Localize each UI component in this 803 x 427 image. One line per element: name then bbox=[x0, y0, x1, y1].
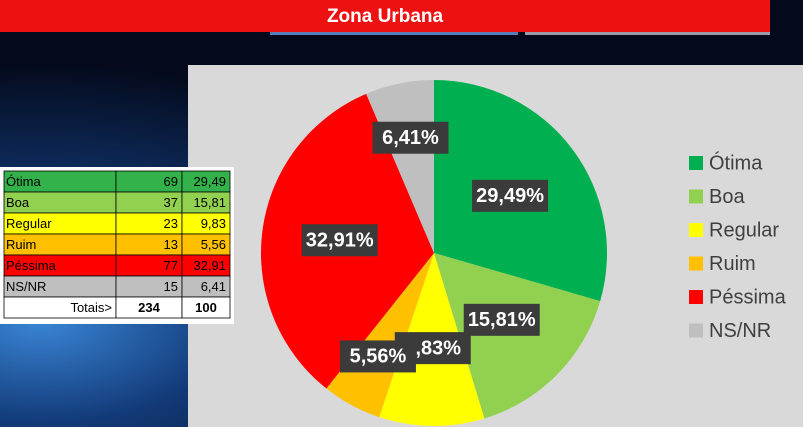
data-label: 9,83% bbox=[404, 337, 461, 359]
table-text: 13 bbox=[164, 237, 178, 252]
table-text: 5,56 bbox=[201, 237, 226, 252]
table-text: NS/NR bbox=[6, 279, 46, 294]
label-box bbox=[463, 303, 540, 336]
table-text: Totais> bbox=[70, 300, 112, 315]
data-label: 29,49% bbox=[476, 185, 544, 207]
table-text: Boa bbox=[6, 195, 30, 210]
legend-label: Ótima bbox=[709, 151, 763, 174]
pie-slice bbox=[326, 253, 434, 418]
table-text: 15 bbox=[164, 279, 178, 294]
legend-label: Ruim bbox=[709, 253, 756, 275]
title-bar bbox=[0, 0, 770, 32]
legend-label: Regular bbox=[709, 219, 779, 241]
table-text: 15,81 bbox=[193, 195, 226, 210]
label-box bbox=[372, 121, 449, 154]
table-text: Ótima bbox=[6, 174, 41, 189]
legend-label: Péssima bbox=[709, 286, 787, 308]
table-text: 100 bbox=[195, 300, 217, 315]
table-cell bbox=[181, 296, 231, 319]
legend-swatch bbox=[689, 223, 703, 237]
label-box bbox=[472, 179, 549, 212]
data-label: 15,81% bbox=[468, 309, 536, 331]
accent bbox=[270, 32, 518, 35]
table-text: 32,91 bbox=[193, 258, 226, 273]
table-text: 29,49 bbox=[193, 174, 226, 189]
table-text: Regular bbox=[6, 216, 52, 231]
legend-swatch bbox=[689, 323, 703, 338]
table-text: 69 bbox=[164, 174, 178, 189]
table-text: Péssima bbox=[6, 258, 57, 273]
title: Zona Urbana bbox=[327, 6, 444, 27]
table-text: 37 bbox=[164, 195, 178, 210]
data-label: 5,56% bbox=[350, 346, 407, 368]
legend-label: NS/NR bbox=[709, 320, 771, 342]
table-text: 6,41 bbox=[201, 279, 226, 294]
data-label: 6,41% bbox=[382, 127, 439, 149]
label-box bbox=[301, 224, 378, 257]
label-box bbox=[339, 340, 416, 373]
table-text: 77 bbox=[164, 258, 178, 273]
table-text: 9,83 bbox=[201, 216, 226, 231]
table-text: Ruim bbox=[6, 237, 36, 252]
table-text: 23 bbox=[164, 216, 178, 231]
accent bbox=[525, 32, 770, 35]
legend-swatch bbox=[689, 156, 703, 170]
legend-swatch bbox=[689, 256, 703, 271]
legend-label: Boa bbox=[709, 186, 745, 208]
legend-swatch bbox=[689, 290, 703, 304]
table-text: 234 bbox=[138, 300, 160, 315]
legend-swatch bbox=[689, 189, 703, 204]
data-label: 32,91% bbox=[306, 230, 374, 252]
